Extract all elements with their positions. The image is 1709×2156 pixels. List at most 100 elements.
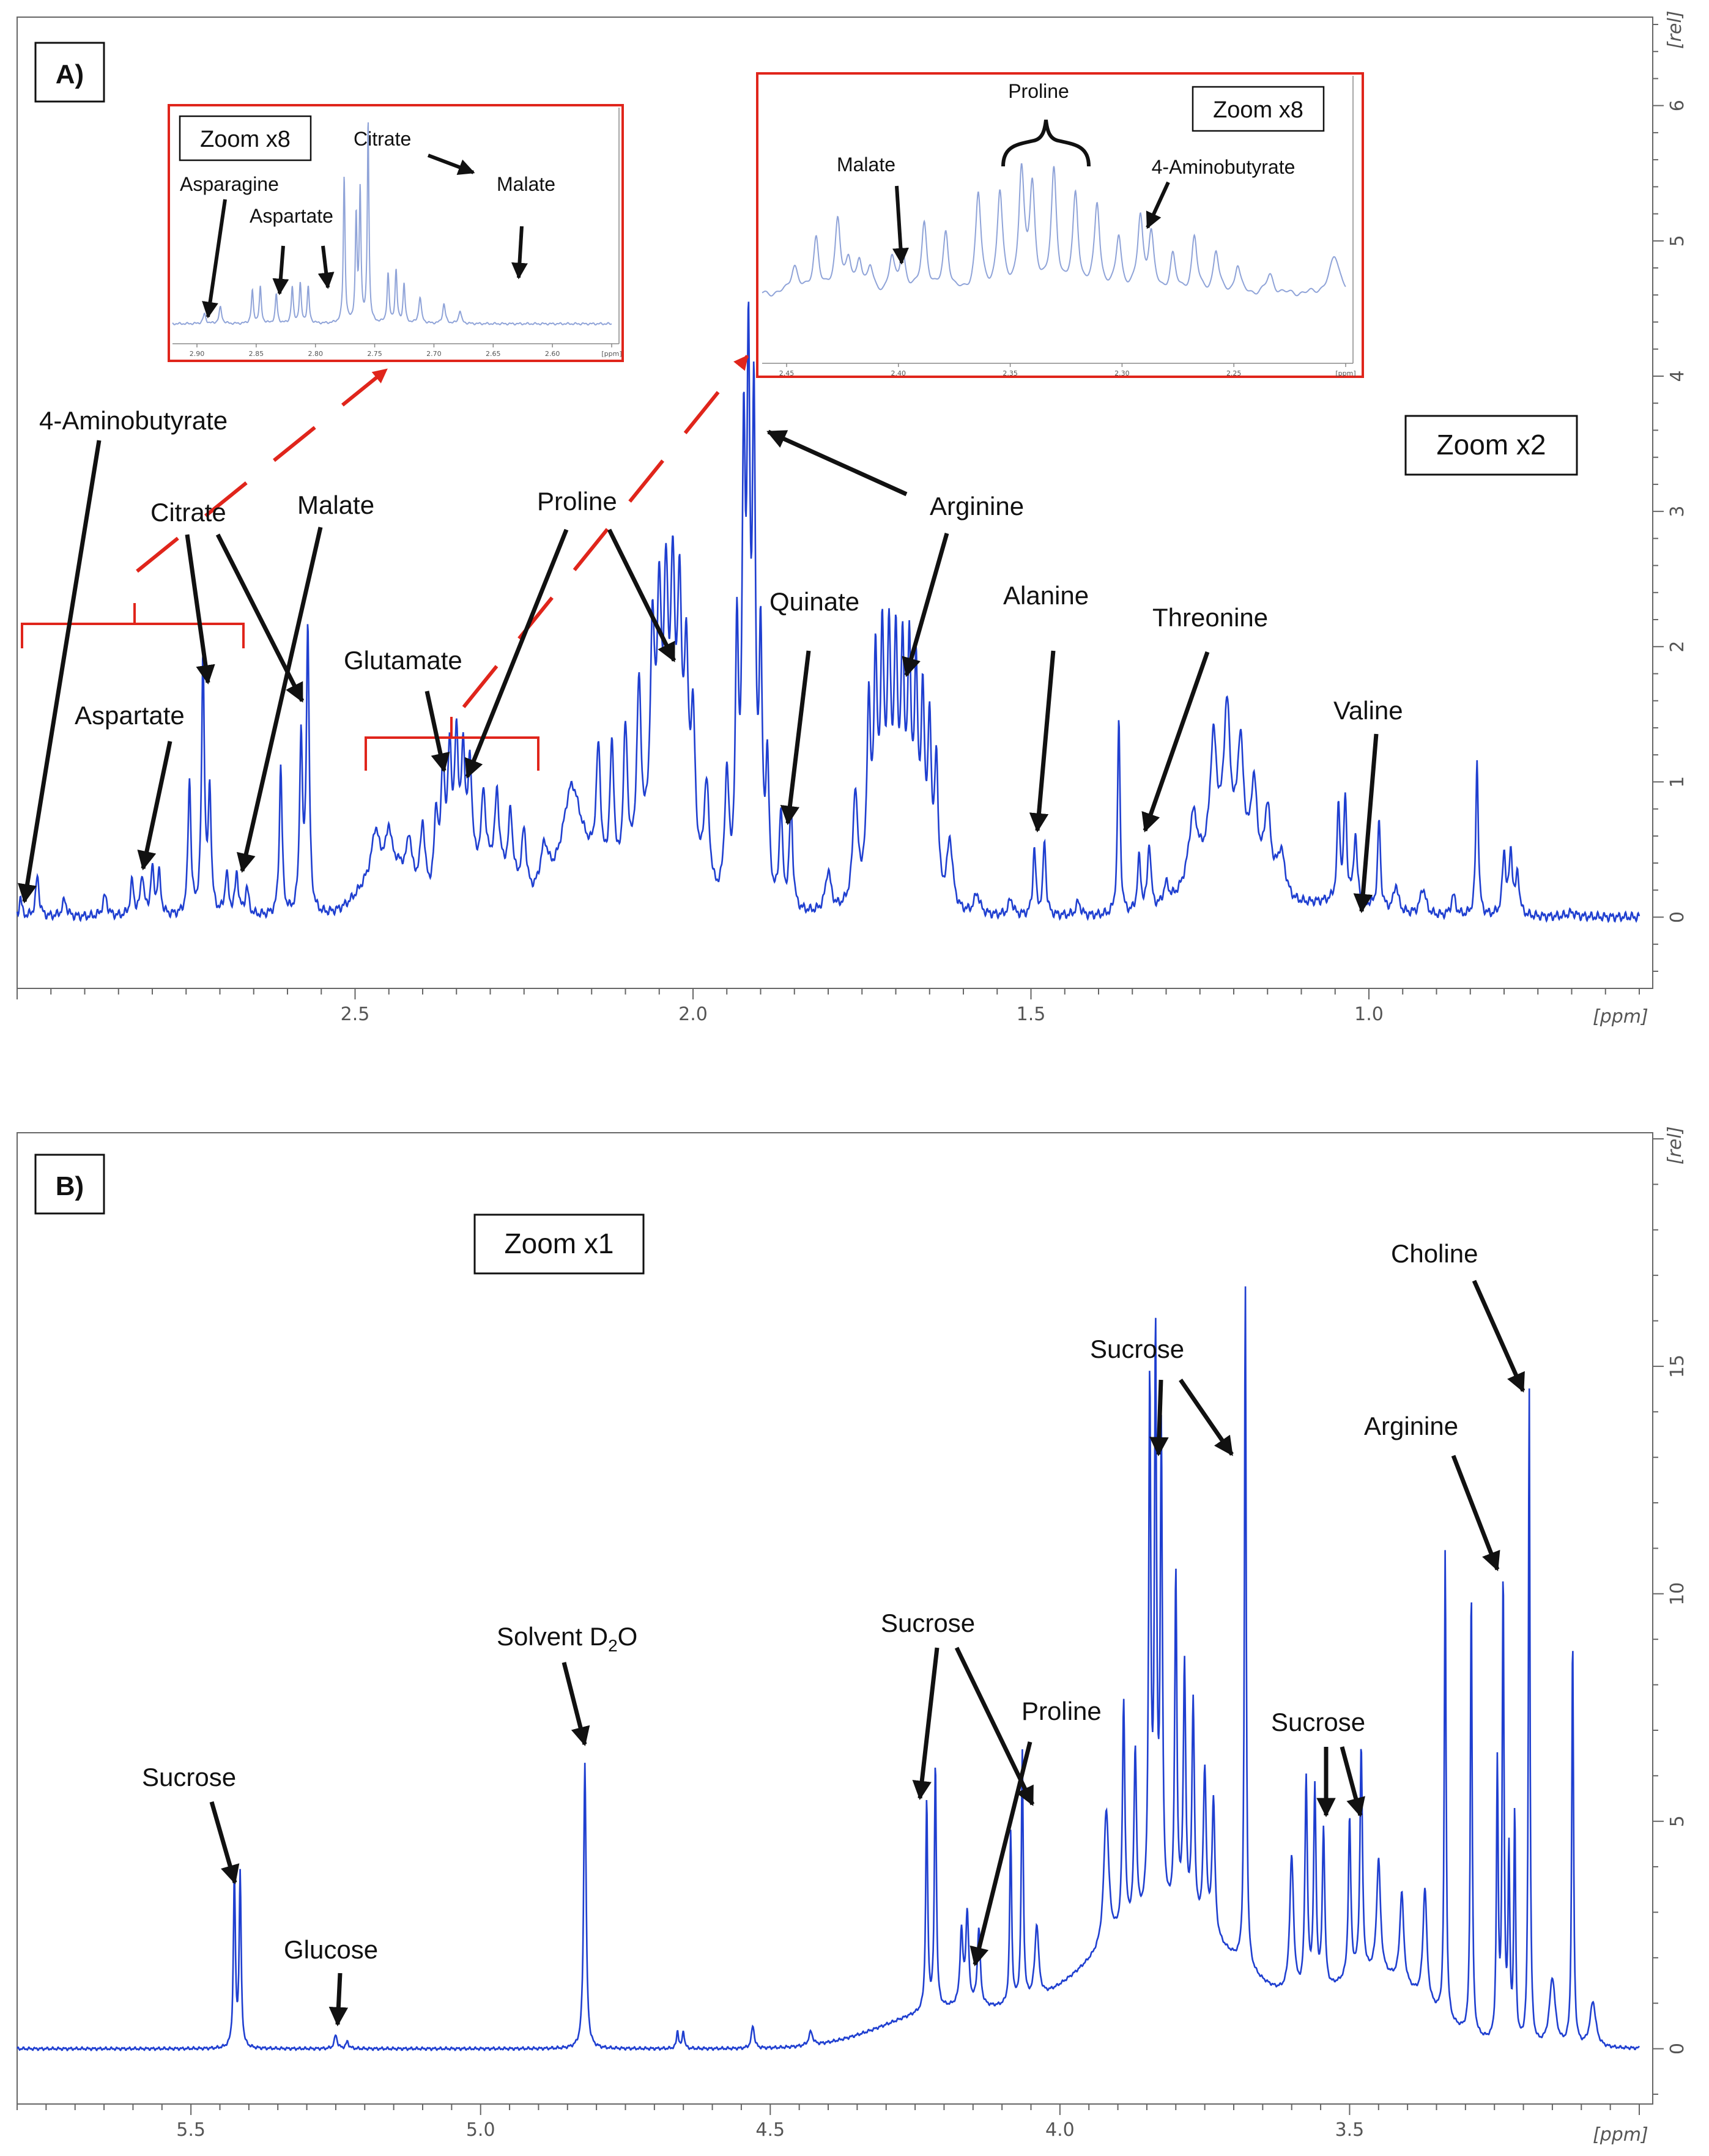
inset-1-x-tick-label: 2.70 — [426, 350, 442, 358]
label-proline: Proline — [537, 487, 617, 516]
panel-b: 0 5 10 15 5.5 5.0 4.5 4.0 3.5 [rel] [ppm] B) Zo… — [16, 1126, 1688, 2146]
inset-2-axis: 2.45 2.40 2.35 2.30 2.25 [ppm] — [762, 76, 1356, 377]
panel-a-y-tick-label: 2 — [1667, 641, 1688, 653]
panel-a-x-tick-label: 2.0 — [678, 1004, 708, 1025]
arrow-arginine-a — [766, 429, 908, 497]
inset-1-label-aspartate: Aspartate — [250, 205, 333, 227]
panel-a-y-tick-label: 5 — [1667, 235, 1688, 246]
inset-1-x-tick-label: 2.90 — [190, 350, 205, 358]
arrow-b-glucose — [328, 1973, 349, 2027]
arrow-b-sucrose-3a — [1149, 1379, 1169, 1457]
panel-b-label-box — [34, 1154, 105, 1215]
arrow-threonine — [1141, 651, 1210, 832]
panel-a-y-tick-label: 0 — [1667, 911, 1688, 923]
arrow-arginine-b — [902, 533, 949, 678]
panel-b-frame — [17, 1132, 1653, 2105]
label-glutamate: Glutamate — [344, 646, 462, 675]
panel-a-y-tick-label: 1 — [1667, 776, 1688, 788]
label-b-solvent: Solvent D2O — [497, 1622, 637, 1655]
panel-b-x-tick-label: 4.5 — [755, 2119, 785, 2141]
inset-1-x-tick-label: [ppm] — [601, 350, 621, 358]
inset-1-x-tick-label: 2.75 — [367, 350, 382, 358]
label-b-sucrose-4: Sucrose — [1271, 1708, 1365, 1736]
label-quinate: Quinate — [769, 587, 859, 616]
arrow-b-proline — [969, 1741, 1032, 1967]
inset-1-arrow-aspartate-a — [272, 245, 289, 295]
inset-1-arrow-malate — [511, 226, 528, 280]
inset-2-x-tick-label: 2.30 — [1114, 369, 1130, 377]
bracket-glutamate-region — [365, 717, 539, 771]
panel-a-label-box — [34, 42, 105, 103]
label-4-aminobutyrate: 4-Aminobutyrate — [39, 406, 228, 435]
arrow-b-sucrose-2a — [912, 1647, 940, 1801]
inset-1-x-tick-label: 2.80 — [308, 350, 323, 358]
label-alanine: Alanine — [1003, 581, 1089, 610]
panel-a-x-tick-label: 2.5 — [341, 1004, 370, 1025]
panel-a-label: A) — [56, 59, 84, 89]
zoom-x1-label: Zoom x1 — [505, 1228, 614, 1259]
arrow-glutamate — [424, 691, 450, 773]
inset-2-x-tick-label: [ppm] — [1335, 369, 1355, 377]
arrow-4-aminobutyrate — [17, 440, 102, 904]
panel-a: 0 1 2 3 4 5 6 2.5 2.0 1.5 1.0 [rel] [ppm] A) Zoom… — [16, 10, 1688, 1028]
arrow-proline-b — [607, 528, 677, 662]
inset-2-x-tick-label: 2.45 — [779, 369, 795, 377]
connector-inset-1 — [136, 368, 388, 573]
inset-2: 2.45 2.40 2.35 2.30 2.25 [ppm] Zoom x8 Prolin… — [756, 72, 1364, 378]
panel-b-x-tick-label: 5.5 — [176, 2119, 206, 2141]
panel-b-x-tick-label: 5.0 — [466, 2119, 495, 2141]
inset-1-spectrum-line — [172, 122, 612, 326]
arrow-b-sucrose-4b — [1340, 1746, 1365, 1818]
panel-a-y-tick-label: 3 — [1667, 506, 1688, 517]
inset-2-x-tick-label: 2.40 — [891, 369, 906, 377]
panel-b-y-tick-label: 0 — [1667, 2043, 1688, 2054]
label-aspartate: Aspartate — [75, 701, 185, 730]
panel-a-y-unit: [rel] — [1664, 10, 1686, 49]
inset-2-x-tick-label: 2.35 — [1003, 369, 1018, 377]
zoom-x1-box — [473, 1213, 645, 1275]
inset-2-x-tick-label: 2.25 — [1226, 369, 1242, 377]
inset-2-zoom-label: Zoom x8 — [1213, 97, 1303, 123]
panel-a-x-unit: [ppm] — [1593, 1006, 1648, 1028]
label-b-choline: Choline — [1391, 1239, 1478, 1268]
panel-b-x-unit: [ppm] — [1593, 2124, 1648, 2146]
arrow-b-solvent — [562, 1662, 590, 1747]
inset-1-zoom-label: Zoom x8 — [200, 127, 291, 152]
bracket-citrate-region — [21, 603, 245, 648]
panel-b-x-axis: 5.5 5.0 4.5 4.0 3.5 — [17, 2103, 1653, 2141]
zoom-x2-label: Zoom x2 — [1437, 429, 1546, 461]
panel-a-x-axis: 2.5 2.0 1.5 1.0 — [17, 988, 1653, 1025]
inset-1: 2.90 2.85 2.80 2.75 2.70 2.65 2.60 [ppm] Zoom x… — [168, 104, 624, 362]
arrow-b-sucrose-1 — [209, 1801, 240, 1885]
panel-b-label: B) — [56, 1171, 84, 1201]
label-arginine: Arginine — [930, 492, 1024, 520]
panel-a-y-axis: 0 1 2 3 4 5 6 — [1652, 17, 1688, 988]
panel-b-spectrum-line — [16, 1286, 1640, 2052]
inset-1-label-asparagine: Asparagine — [180, 173, 279, 195]
inset-1-x-tick-label: 2.60 — [545, 350, 560, 358]
inset-1-arrow-asparagine — [202, 199, 227, 319]
label-b-glucose: Glucose — [284, 1935, 378, 1964]
panel-b-x-tick-label: 3.5 — [1335, 2119, 1365, 2141]
arrow-b-arginine — [1451, 1454, 1500, 1571]
label-malate: Malate — [297, 491, 374, 519]
arrow-quinate — [780, 650, 811, 826]
panel-a-y-tick-label: 4 — [1667, 370, 1688, 382]
connector-inset-2 — [462, 355, 749, 708]
arrow-proline-a — [464, 528, 569, 779]
inset-2-zoom-box — [1192, 86, 1325, 132]
label-threonine: Threonine — [1152, 603, 1268, 632]
inset-1-x-tick-label: 2.85 — [249, 350, 264, 358]
inset-2-label-malate: Malate — [837, 154, 895, 176]
arrow-citrate-b — [215, 533, 305, 703]
label-b-arginine: Arginine — [1364, 1412, 1458, 1440]
inset-1-axis: 2.90 2.85 2.80 2.75 2.70 2.65 2.60 [ppm] — [172, 108, 622, 358]
label-citrate: Citrate — [150, 498, 226, 527]
arrow-malate — [236, 527, 323, 873]
arrow-alanine — [1029, 650, 1056, 833]
panel-a-x-tick-label: 1.5 — [1017, 1004, 1046, 1025]
arrow-b-choline — [1472, 1280, 1525, 1393]
inset-1-arrow-aspartate-b — [317, 245, 335, 289]
inset-1-label-citrate: Citrate — [354, 128, 411, 150]
